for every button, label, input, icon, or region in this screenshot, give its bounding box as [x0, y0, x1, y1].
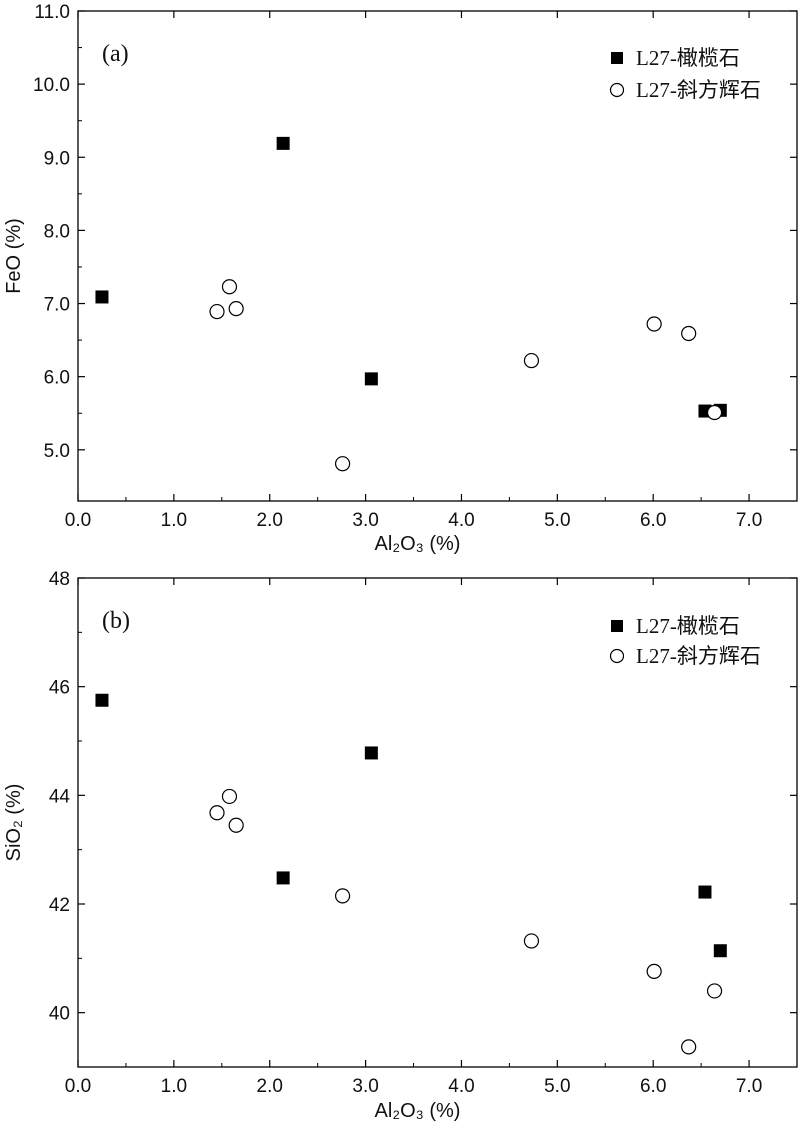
x-tick-label: 0.0 — [65, 510, 91, 531]
x-tick-label: 5.0 — [544, 1076, 570, 1097]
chart-panel-b: 0.0 1.0 2.0 3.0 4.0 5.0 6.0 7.0 40 42 44 46 48 Al₂O₃ … — [3, 569, 798, 1122]
legend-label: L27-斜方辉石 — [636, 78, 761, 102]
y-tick-label: 7.0 — [44, 295, 70, 316]
x-tick-label: 1.0 — [161, 510, 187, 531]
y-tick-label: 46 — [49, 678, 70, 699]
plot-frame — [77, 10, 798, 502]
legend-marker-square — [611, 52, 623, 64]
y-tick-label: 10.0 — [33, 75, 70, 96]
x-axis-title: Al₂O₃ (%) — [375, 1100, 461, 1122]
legend-label: L27-橄榄石 — [636, 46, 740, 70]
x-tick-label: 4.0 — [448, 510, 474, 531]
legend-label: L27-斜方辉石 — [636, 644, 761, 668]
data-point-olivine — [276, 871, 290, 885]
x-tick-label: 0.0 — [65, 1076, 91, 1097]
y-tick-label: 6.0 — [44, 368, 70, 389]
data-point-orthopyroxene — [523, 933, 540, 949]
x-tick-label: 5.0 — [544, 510, 570, 531]
x-tick-label: 7.0 — [736, 510, 762, 531]
data-point-olivine — [713, 944, 727, 958]
chart-panel-a: 0.0 1.0 2.0 3.0 4.0 5.0 6.0 7.0 5.0 6.0 7.0 8.0 9.0 1… — [3, 2, 798, 555]
data-point-orthopyroxene — [646, 963, 662, 979]
data-point-olivine — [95, 290, 109, 304]
data-point-orthopyroxene — [706, 983, 723, 999]
x-tick-label: 1.0 — [161, 1076, 187, 1097]
legend: L27-橄榄石 L27-斜方辉石 — [609, 46, 761, 102]
x-axis-title: Al₂O₃ (%) — [375, 533, 461, 555]
data-point-orthopyroxene — [681, 1039, 697, 1055]
y-tick-label: 40 — [49, 1004, 70, 1025]
data-point-orthopyroxene — [228, 817, 244, 833]
legend-marker-circle — [609, 82, 625, 98]
y-tick-label: 9.0 — [44, 148, 70, 169]
x-tick-label: 6.0 — [640, 1076, 666, 1097]
data-point-orthopyroxene — [334, 888, 351, 904]
x-tick-label: 2.0 — [257, 510, 283, 531]
y-tick-label: 42 — [49, 895, 70, 916]
legend-marker-circle — [609, 648, 625, 664]
x-tick-label: 6.0 — [640, 510, 666, 531]
y-tick-label: 44 — [49, 786, 71, 807]
x-tick-label: 7.0 — [736, 1076, 762, 1097]
x-tick-label: 2.0 — [257, 1076, 283, 1097]
data-point-orthopyroxene — [209, 805, 225, 821]
legend-marker-square — [611, 620, 623, 632]
data-point-orthopyroxene — [646, 316, 662, 332]
data-point-olivine — [364, 372, 378, 386]
data-point-orthopyroxene — [228, 301, 244, 317]
data-point-orthopyroxene — [221, 788, 238, 805]
data-point-olivine — [276, 136, 290, 150]
y-tick-label: 5.0 — [44, 441, 70, 462]
data-point-orthopyroxene — [523, 352, 540, 369]
data-point-orthopyroxene — [209, 303, 225, 320]
data-point-orthopyroxene — [334, 456, 351, 472]
y-axis-title: FeO (%) — [3, 218, 25, 294]
legend: L27-橄榄石 L27-斜方辉石 — [609, 614, 761, 668]
panel-label: (a) — [102, 41, 129, 67]
data-point-olivine — [698, 885, 712, 899]
x-tick-label: 3.0 — [352, 1076, 378, 1097]
data-point-olivine — [95, 693, 109, 707]
x-tick-label: 3.0 — [352, 510, 378, 531]
plot-frame — [77, 577, 798, 1068]
y-tick-label: 48 — [49, 569, 70, 590]
y-tick-label: 8.0 — [44, 221, 70, 242]
legend-label: L27-橄榄石 — [636, 614, 740, 638]
data-point-orthopyroxene — [681, 325, 697, 342]
x-tick-label: 4.0 — [448, 1076, 474, 1097]
data-point-olivine — [364, 746, 378, 760]
y-tick-label: 11.0 — [34, 2, 70, 23]
data-point-orthopyroxene — [706, 404, 723, 421]
y-axis-title: SiO₂ (%) — [3, 784, 25, 862]
data-point-orthopyroxene — [221, 279, 238, 295]
panel-label: (b) — [102, 608, 130, 634]
